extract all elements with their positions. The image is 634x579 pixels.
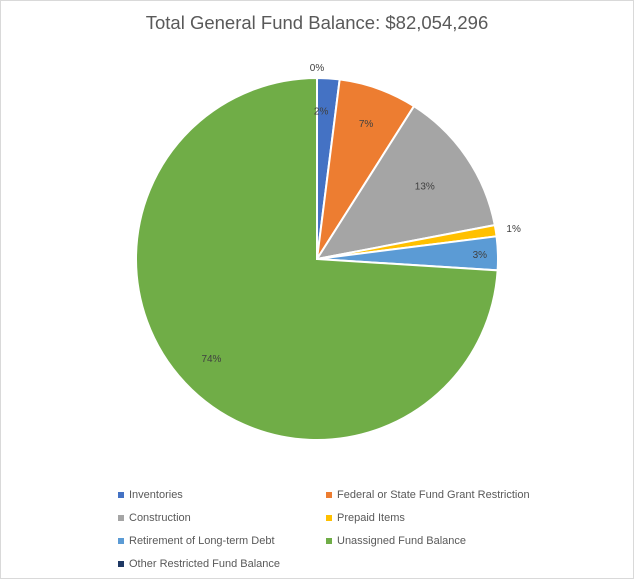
legend-swatch (326, 537, 332, 544)
data-label-construction: 13% (415, 182, 435, 193)
legend-item-unassigned: Unassigned Fund Balance (326, 532, 588, 549)
legend-item-prepaid-items: Prepaid Items (326, 509, 588, 526)
legend-item-federal-state-grant: Federal or State Fund Grant Restriction (326, 486, 588, 503)
legend-label: Federal or State Fund Grant Restriction (337, 488, 530, 501)
data-label-other-restricted-fund-balance: 0% (310, 63, 325, 74)
legend-label: Unassigned Fund Balance (337, 534, 467, 547)
data-label-federal-or-state-fund-grant-restriction: 7% (359, 119, 374, 130)
legend-swatch (118, 560, 124, 567)
legend-label: Retirement of Long-term Debt (129, 534, 275, 547)
data-label-retirement-of-long-term-debt: 3% (473, 250, 488, 261)
legend-label: Other Restricted Fund Balance (129, 557, 281, 570)
legend-item-retirement-debt: Retirement of Long-term Debt (118, 532, 326, 549)
legend-swatch (118, 491, 124, 498)
pie-slices (135, 76, 499, 441)
pie-slice-unassigned-fund-balance (135, 76, 499, 441)
legend-swatch (118, 537, 124, 544)
legend-item-other-restricted: Other Restricted Fund Balance (118, 555, 326, 572)
data-label-inventories: 2% (314, 107, 329, 118)
data-label-prepaid-items: 1% (506, 224, 521, 235)
chart-legend: Inventories Federal or State Fund Grant … (118, 486, 588, 572)
data-label-unassigned-fund-balance: 74% (201, 354, 221, 365)
pie-labels: 0% 2% 7% 13% 1% 3% 74% (201, 63, 521, 365)
legend-item-construction: Construction (118, 509, 326, 526)
legend-label: Inventories (129, 488, 183, 501)
chart-title: Total General Fund Balance: $82,054,296 (145, 12, 489, 33)
legend-label: Prepaid Items (337, 511, 405, 524)
pie-slice-construction (314, 104, 496, 261)
legend-swatch (326, 514, 332, 521)
legend-swatch (118, 514, 124, 521)
legend-label: Construction (129, 511, 191, 524)
legend-swatch (326, 491, 332, 498)
legend-item-inventories: Inventories (118, 486, 326, 503)
